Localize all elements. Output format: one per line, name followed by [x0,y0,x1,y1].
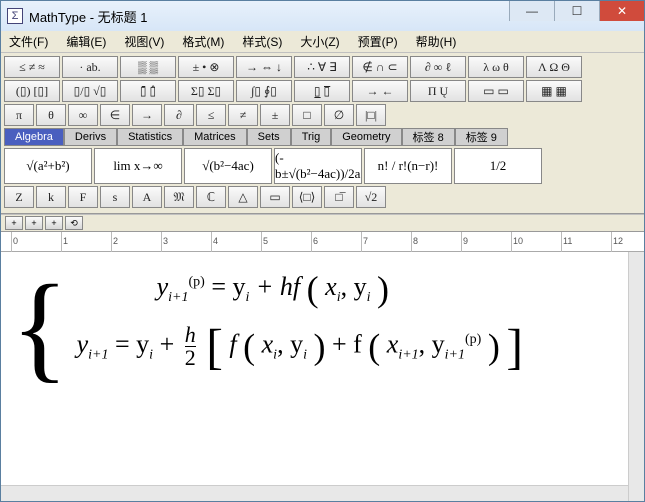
equation-system: { yi+1(p) = yi + hf ( xi, yi ) yi+1 = yi… [11,272,634,382]
minimize-button[interactable]: — [509,1,554,21]
toolbar-button[interactable]: 𝔐 [164,186,194,208]
equation-canvas[interactable]: { yi+1(p) = yi + hf ( xi, yi ) yi+1 = yi… [1,252,644,501]
expression-template[interactable]: (-b±√(b²−4ac))/2a [274,148,362,184]
toolbar-button[interactable]: θ [36,104,66,126]
app-logo-icon: Σ [7,8,23,24]
toolbar-button[interactable]: ± • ⊗ [178,56,234,78]
category-tab[interactable]: Derivs [64,128,117,146]
window-controls: — ☐ ✕ [509,1,644,21]
category-tab[interactable]: Trig [291,128,332,146]
menu-file[interactable]: 文件(F) [5,31,52,52]
toolbar-button[interactable]: ⟨□⟩ [292,186,322,208]
expression-template[interactable]: √(a²+b²) [4,148,92,184]
toolbar-button[interactable]: (▯) [▯] [4,80,60,102]
toolbar-button[interactable]: ▯̲ ▯̅ [294,80,350,102]
toolbar-button[interactable]: ± [260,104,290,126]
symbol-row-1: ≤ ≠ ≈· ab.▒ ▒± • ⊗→ ⇔ ↓∴ ∀ ∃∉ ∩ ⊂∂ ∞ ℓλ … [4,56,641,78]
toolbar-button[interactable]: ∫▯ ∮▯ [236,80,292,102]
expression-template[interactable]: n! / r!(n−r)! [364,148,452,184]
toolbar-button[interactable]: F [68,186,98,208]
toolbar-button[interactable]: Λ Ω Θ [526,56,582,78]
app-window: Σ MathType - 无标题 1 — ☐ ✕ 文件(F) 编辑(E) 视图(… [0,0,645,502]
category-tab[interactable]: 标签 9 [455,128,508,146]
menu-view[interactable]: 视图(V) [120,31,168,52]
horizontal-scrollbar[interactable] [1,485,628,501]
toolbar-button[interactable]: ∂ [164,104,194,126]
toolbar-button[interactable]: ∈ [100,104,130,126]
size-step-2[interactable]: + [25,216,43,230]
toolbar-button[interactable]: ∂ ∞ ℓ [410,56,466,78]
vertical-scrollbar[interactable] [628,252,644,501]
toolbar-button[interactable]: ℂ [196,186,226,208]
expression-row: √(a²+b²)lim x→∞√(b²−4ac)(-b±√(b²−4ac))/2… [4,148,641,184]
toolbar-button[interactable]: ∴ ∀ ∃ [294,56,350,78]
titlebar: Σ MathType - 无标题 1 — ☐ ✕ [1,1,644,31]
equation-line-1: yi+1(p) = yi + hf ( xi, yi ) [77,272,523,306]
toolbar-button[interactable]: □̅ [324,186,354,208]
expression-template[interactable]: lim x→∞ [94,148,182,184]
toolbar-button[interactable]: s [100,186,130,208]
ruler[interactable]: 0123456789101112 [1,232,644,252]
toolbar-button[interactable]: → [132,104,162,126]
expression-template[interactable]: √(b²−4ac) [184,148,272,184]
menu-size[interactable]: 大小(Z) [296,31,343,52]
symbol-row-3: πθ∞∈→∂≤≠±□∅|□| [4,104,641,126]
category-tab[interactable]: 标签 8 [402,128,455,146]
toolbar-button[interactable]: ▯̄ ▯̂ [120,80,176,102]
toolbar-button[interactable]: ▭ [260,186,290,208]
toolbar-button[interactable]: ▦ ▦ [526,80,582,102]
toolbar-button[interactable]: |□| [356,104,386,126]
toolbar-button[interactable]: ∞ [68,104,98,126]
toolbar-button[interactable]: A [132,186,162,208]
equation-line-2: yi+1 = yi + h2 [ f ( xi, yi ) + f ( xi+1… [77,324,523,369]
menu-format[interactable]: 格式(M) [178,31,228,52]
size-step-3[interactable]: + [45,216,63,230]
menu-prefs[interactable]: 预置(P) [354,31,402,52]
toolbar-button[interactable]: △ [228,186,258,208]
toolbar-button[interactable]: π [4,104,34,126]
menubar: 文件(F) 编辑(E) 视图(V) 格式(M) 样式(S) 大小(Z) 预置(P… [1,31,644,53]
category-tab[interactable]: Matrices [183,128,247,146]
toolbar-button[interactable]: k [36,186,66,208]
menu-style[interactable]: 样式(S) [238,31,286,52]
toolbar-button[interactable]: λ ω θ [468,56,524,78]
close-button[interactable]: ✕ [599,1,644,21]
symbol-row-4: ZkFsA𝔐ℂ△▭⟨□⟩□̅√2 [4,186,641,208]
size-bar: + + + ⟲ [1,214,644,232]
window-title: MathType - 无标题 1 [29,7,147,26]
toolbar-button[interactable]: □ [292,104,322,126]
category-tab[interactable]: Sets [247,128,291,146]
toolbar-button[interactable]: Σ▯ Σ▯ [178,80,234,102]
category-tab[interactable]: Geometry [331,128,401,146]
menu-help[interactable]: 帮助(H) [412,31,461,52]
toolbar-button[interactable]: → ⇔ ↓ [236,56,292,78]
maximize-button[interactable]: ☐ [554,1,599,21]
toolbar-button[interactable]: ▭ ▭ [468,80,524,102]
toolbar-area: ≤ ≠ ≈· ab.▒ ▒± • ⊗→ ⇔ ↓∴ ∀ ∃∉ ∩ ⊂∂ ∞ ℓλ … [1,53,644,214]
category-tab[interactable]: Algebra [4,128,64,146]
size-reset[interactable]: ⟲ [65,216,83,230]
toolbar-button[interactable]: ∅ [324,104,354,126]
expression-template[interactable]: 1/2 [454,148,542,184]
toolbar-button[interactable]: ≤ [196,104,226,126]
toolbar-button[interactable]: · ab. [62,56,118,78]
toolbar-button[interactable]: ≤ ≠ ≈ [4,56,60,78]
left-brace: { [11,272,69,382]
template-row-2: (▯) [▯]▯/▯ √▯▯̄ ▯̂Σ▯ Σ▯∫▯ ∮▯▯̲ ▯̅→ ←Π Ų▭… [4,80,641,102]
toolbar-button[interactable]: → ← [352,80,408,102]
size-step-1[interactable]: + [5,216,23,230]
category-tabs: AlgebraDerivsStatisticsMatricesSetsTrigG… [4,128,641,146]
toolbar-button[interactable]: ▯/▯ √▯ [62,80,118,102]
toolbar-button[interactable]: ▒ ▒ [120,56,176,78]
menu-edit[interactable]: 编辑(E) [62,31,110,52]
toolbar-button[interactable]: √2 [356,186,386,208]
category-tab[interactable]: Statistics [117,128,183,146]
toolbar-button[interactable]: Z [4,186,34,208]
toolbar-button[interactable]: ∉ ∩ ⊂ [352,56,408,78]
toolbar-button[interactable]: ≠ [228,104,258,126]
toolbar-button[interactable]: Π Ų [410,80,466,102]
